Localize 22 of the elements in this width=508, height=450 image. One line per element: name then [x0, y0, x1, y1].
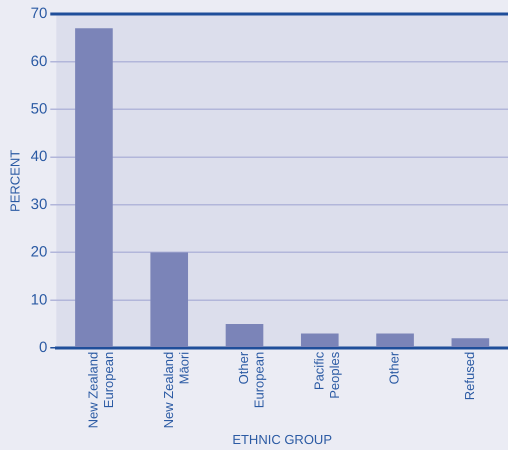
- x-tick-label: Pacific Peoples: [311, 351, 342, 399]
- x-tick-label: New Zealand European: [86, 352, 116, 428]
- bar: [452, 338, 490, 348]
- x-tick-label: Other: [386, 351, 402, 384]
- x-tick-label: New Zealand Māori: [160, 352, 192, 428]
- y-tick-label: 30: [30, 196, 48, 213]
- y-tick-label: 60: [30, 52, 48, 70]
- y-tick-label: 50: [30, 100, 48, 118]
- x-tick-label: Other European: [236, 351, 267, 408]
- bar: [300, 333, 339, 348]
- y-tick-label: 10: [30, 291, 48, 308]
- bar: [376, 333, 414, 348]
- y-tick-label: 20: [30, 244, 48, 261]
- y-tick-label: 0: [38, 338, 48, 356]
- x-tick-label: Refused: [462, 352, 477, 400]
- y-axis-title: PERCENT: [7, 150, 22, 212]
- x-axis-title: ETHNIC GROUP: [232, 432, 332, 447]
- y-tick-label: 40: [30, 148, 48, 166]
- bar: [75, 28, 113, 348]
- bar: [226, 324, 264, 348]
- y-tick-label: 70: [30, 5, 48, 22]
- bar: [150, 252, 188, 348]
